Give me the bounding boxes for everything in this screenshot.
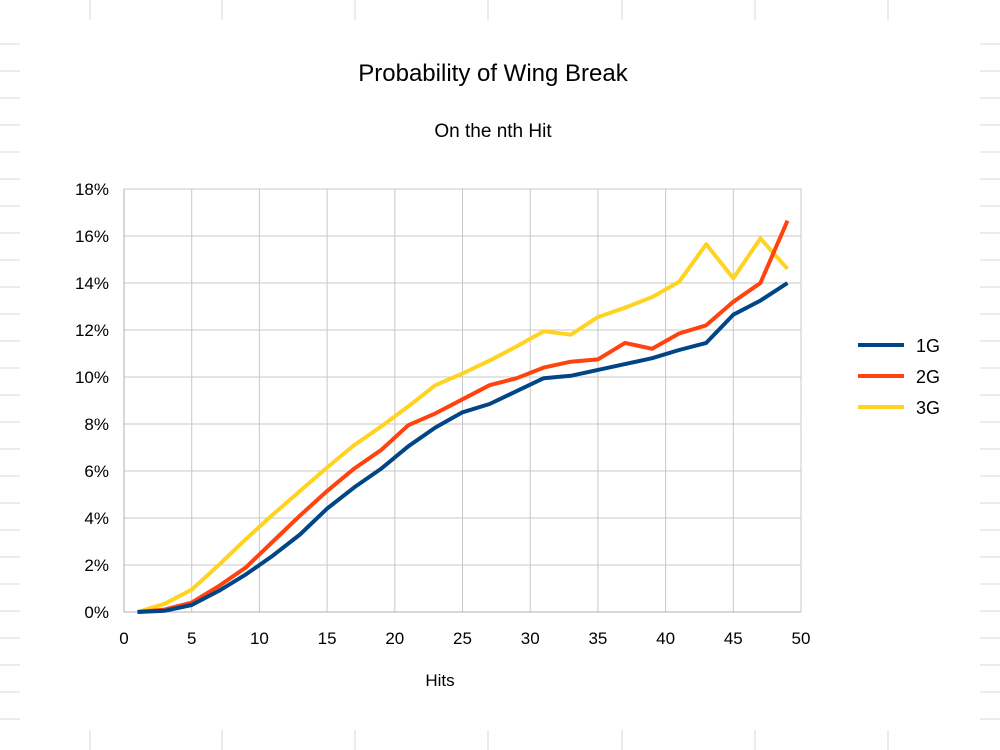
y-tick-label: 4% xyxy=(84,509,109,528)
legend-label-1g: 1G xyxy=(916,336,940,356)
plot-series xyxy=(136,219,790,614)
y-tick-label: 2% xyxy=(84,556,109,575)
y-tick-label: 16% xyxy=(75,227,109,246)
chart-title: Probability of Wing Break xyxy=(358,60,628,87)
legend-label-3g: 3G xyxy=(916,398,940,418)
y-tick-label: 14% xyxy=(75,274,109,293)
y-tick-label: 8% xyxy=(84,415,109,434)
axis-tick-labels: 0% 2% 4% 6% 8% 10% 12% 14% 16% 18% 0 5 10 15 20 25 30 35 4… xyxy=(75,180,810,648)
x-tick-label: 35 xyxy=(588,629,607,648)
x-axis-title: Hits xyxy=(425,671,454,690)
x-tick-label: 45 xyxy=(724,629,743,648)
x-tick-label: 40 xyxy=(656,629,675,648)
legend: 1G 2G 3G xyxy=(858,336,940,418)
x-tick-label: 10 xyxy=(250,629,269,648)
x-tick-label: 15 xyxy=(318,629,337,648)
y-tick-label: 12% xyxy=(75,321,109,340)
x-tick-label: 0 xyxy=(119,629,128,648)
x-tick-label: 5 xyxy=(187,629,196,648)
x-tick-label: 20 xyxy=(385,629,404,648)
series-line-1g[interactable] xyxy=(137,281,789,614)
x-tick-label: 50 xyxy=(792,629,811,648)
series-line-2g[interactable] xyxy=(137,219,790,614)
plot-gridlines xyxy=(123,188,802,613)
x-tick-label: 25 xyxy=(453,629,472,648)
chart-subtitle: On the nth Hit xyxy=(434,121,552,142)
y-tick-label: 10% xyxy=(75,368,109,387)
series-line-3g[interactable] xyxy=(136,236,789,614)
y-tick-label: 0% xyxy=(84,603,109,622)
legend-label-2g: 2G xyxy=(916,367,940,387)
x-tick-label: 30 xyxy=(521,629,540,648)
y-tick-label: 6% xyxy=(84,462,109,481)
y-tick-label: 18% xyxy=(75,180,109,199)
